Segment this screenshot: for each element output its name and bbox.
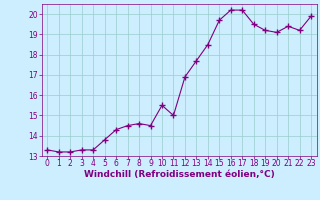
X-axis label: Windchill (Refroidissement éolien,°C): Windchill (Refroidissement éolien,°C)	[84, 170, 275, 179]
